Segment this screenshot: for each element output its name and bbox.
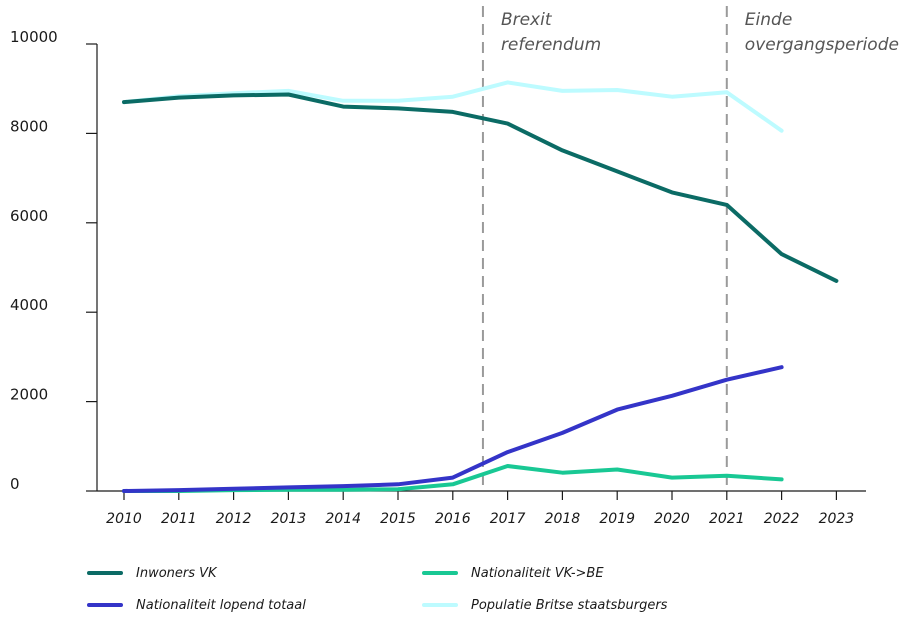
annotation-label: Einde <box>745 10 793 30</box>
x-tick-label: 2016 <box>435 511 471 527</box>
x-tick-label: 2013 <box>271 511 307 527</box>
legend-item-nationaliteit-lopend-totaal: Nationaliteit lopend totaal <box>87 598 306 613</box>
x-tick-label: 2012 <box>216 511 252 527</box>
annotation-label: Brexit <box>501 10 553 30</box>
x-tick-label: 2018 <box>545 511 581 527</box>
y-tick-label: 6000 <box>10 207 48 225</box>
series-lines <box>122 80 839 493</box>
legend-item-populatie-britse-staatsburgers: Populatie Britse staatsburgers <box>422 598 668 613</box>
series-line-populatie-britse-staatsburgers <box>122 80 784 133</box>
y-tick-label: 0 <box>10 475 20 493</box>
x-tick-label: 2023 <box>819 511 855 527</box>
y-tick-label: 8000 <box>10 117 48 135</box>
x-tick-label: 2017 <box>490 511 526 527</box>
annotation-label: overgangsperiode <box>745 35 899 55</box>
x-tick-label: 2010 <box>106 511 142 527</box>
legend-label: Nationaliteit lopend totaal <box>136 598 306 613</box>
x-axis: 2010 2011 2012 2013 2014 2015 2016 2017 2018 2019… <box>97 490 866 527</box>
x-tick-label: 2019 <box>599 511 635 527</box>
legend-label: Nationaliteit VK->BE <box>471 566 604 581</box>
legend-label: Inwoners VK <box>136 566 218 581</box>
x-tick-label: 2014 <box>325 511 361 527</box>
legend-item-nationaliteit-vk-be: Nationaliteit VK->BE <box>422 566 604 581</box>
x-tick-label: 2021 <box>709 511 745 527</box>
legend: Inwoners VK Nationaliteit VK->BE Nationali… <box>87 566 668 613</box>
annotation-label: referendum <box>501 35 601 55</box>
x-tick-label: 2020 <box>654 511 690 527</box>
legend-label: Populatie Britse staatsburgers <box>471 598 668 613</box>
annotations: Brexit referendum Einde overgangsperiode <box>481 6 899 491</box>
series-line-inwoners-vk <box>122 92 839 283</box>
y-axis: 0 2000 4000 6000 8000 10000 <box>10 28 98 493</box>
y-tick-label: 2000 <box>10 386 48 404</box>
x-tick-label: 2022 <box>764 511 800 527</box>
x-tick-label: 2015 <box>380 511 416 527</box>
y-tick-label: 10000 <box>10 28 58 46</box>
legend-item-inwoners-vk: Inwoners VK <box>87 566 218 581</box>
y-tick-label: 4000 <box>10 296 48 314</box>
x-tick-label: 2011 <box>161 511 197 527</box>
series-line-nationaliteit-lopend-totaal <box>122 365 784 493</box>
